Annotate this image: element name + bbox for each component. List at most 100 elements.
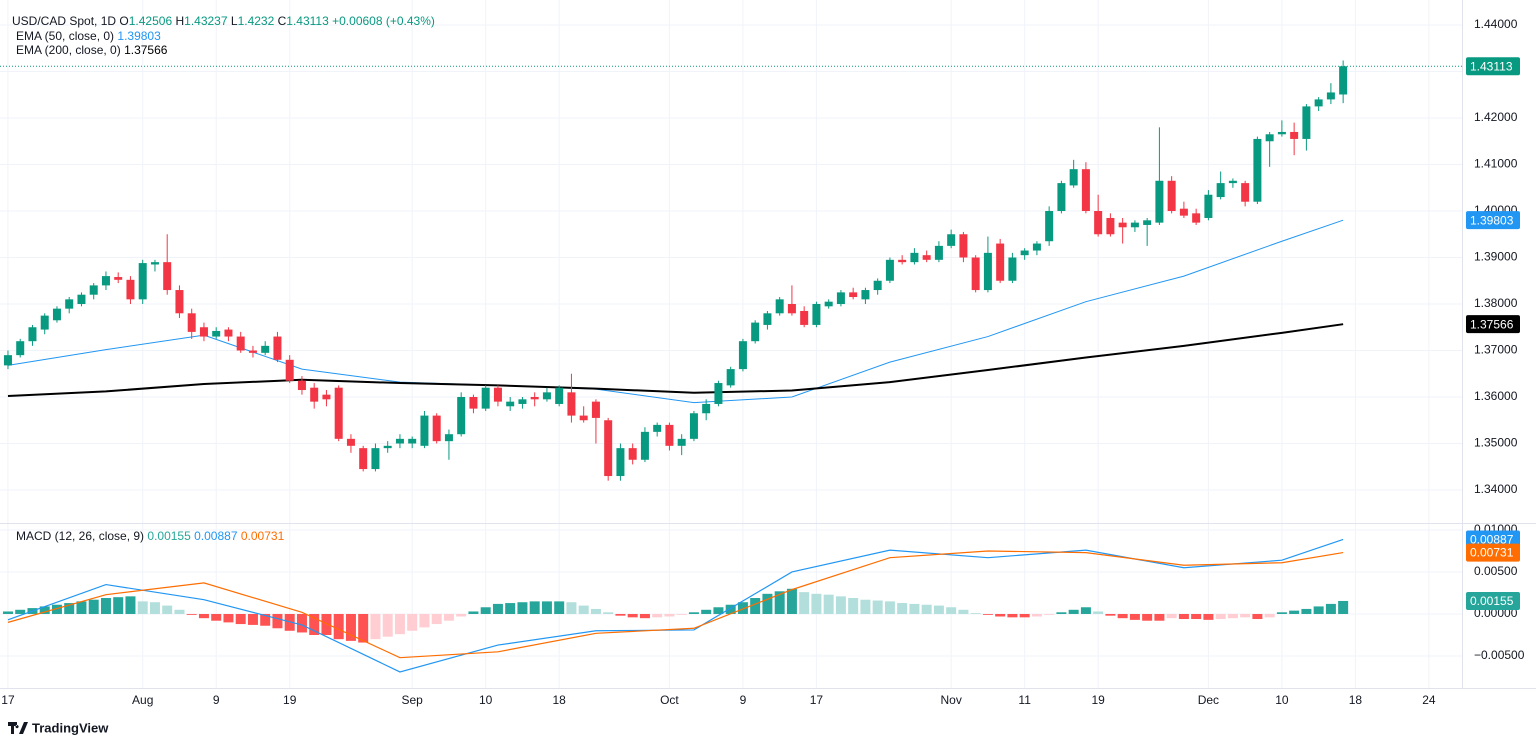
histogram-bar [652, 613, 663, 618]
candle-body [579, 415, 588, 421]
candle-body [873, 280, 882, 291]
candle-body [1130, 222, 1139, 228]
histogram-bar [1142, 613, 1153, 621]
candle-body [395, 438, 404, 444]
histogram-bar [1215, 613, 1226, 620]
candle-body [199, 327, 208, 337]
candle-body [1204, 194, 1213, 218]
price-badge [1466, 57, 1520, 76]
histogram-bar [468, 611, 479, 614]
histogram-bar [566, 602, 577, 614]
candle-body [40, 315, 49, 330]
histogram-bar [909, 603, 920, 614]
signal-value: 0.00731 [241, 529, 285, 543]
histogram-bar [688, 612, 699, 614]
candle-body [714, 383, 723, 404]
grid [0, 0, 1462, 688]
histogram-bar [247, 613, 258, 625]
histogram-bar [492, 603, 503, 614]
histogram-bar [1056, 612, 1067, 614]
histogram-bar [1203, 613, 1214, 620]
candle-body [983, 252, 992, 291]
histogram-bar [860, 599, 871, 614]
y-tick-label: 1.36000 [1474, 389, 1518, 403]
candle-body [1302, 106, 1311, 139]
h-label: H [175, 14, 184, 28]
histogram-bar [333, 613, 344, 640]
candle-body [1020, 250, 1029, 256]
histogram-bar [1068, 609, 1079, 614]
hist-value: 0.00155 [147, 529, 191, 543]
histogram-bar [799, 592, 810, 614]
candle-body [310, 387, 319, 402]
histogram-bar [933, 605, 944, 614]
histogram-bar [1129, 613, 1140, 620]
candle-body [591, 401, 600, 418]
macd-name: MACD (12, 26, close, 9) [16, 529, 144, 543]
histogram-bar [1191, 613, 1202, 620]
candle-body [346, 438, 355, 446]
histogram-bar [1007, 613, 1018, 618]
histogram-bar [1227, 613, 1238, 619]
histogram-bar [958, 609, 969, 614]
histogram-bar [358, 613, 369, 643]
candle-body [28, 327, 37, 342]
candle-body [261, 345, 270, 353]
candle-body [493, 387, 502, 402]
price-badge-label: 0.00887 [1470, 533, 1514, 547]
x-tick-label: 9 [740, 693, 747, 707]
histogram-bar [1178, 613, 1189, 620]
candle-body [359, 448, 368, 470]
candle-body [16, 341, 25, 356]
histogram-bar [284, 613, 295, 631]
candle-body [1118, 222, 1127, 228]
y-tick-label: 1.44000 [1474, 17, 1518, 31]
logo-mark [8, 722, 28, 734]
histogram-bar [76, 601, 87, 614]
candle-body [3, 355, 12, 366]
histogram-bar [51, 604, 62, 614]
candle-body [297, 380, 306, 391]
candle-body [224, 329, 233, 337]
logo: TradingView [8, 720, 109, 735]
candle-body [89, 285, 98, 295]
candle-body [175, 290, 184, 314]
histogram-bar [811, 593, 822, 614]
brand: TradingView [32, 720, 109, 735]
candle-body [1094, 211, 1103, 235]
candle-body [1326, 92, 1335, 100]
x-tick-label: 10 [1275, 693, 1289, 707]
histogram-bar [664, 613, 675, 617]
histogram-bar [1338, 600, 1349, 614]
legend-macd: MACD (12, 26, close, 9) 0.00155 0.00887 … [16, 529, 285, 543]
histogram-bar [603, 612, 614, 614]
candle-body [898, 259, 907, 263]
price-badge [1466, 543, 1520, 562]
x-tick-label: 9 [213, 693, 220, 707]
histogram-bar [125, 596, 136, 614]
price-badge-label: 1.43113 [1470, 59, 1513, 73]
candle-body [836, 292, 845, 304]
candle-body [1216, 183, 1225, 198]
histogram-bar [946, 607, 957, 614]
x-tick-label: Oct [660, 693, 679, 707]
histogram-bar [1080, 607, 1091, 614]
candle-body [542, 392, 551, 400]
histogram-bar [1240, 613, 1251, 618]
candle-body [787, 303, 796, 314]
candle-body [114, 277, 123, 280]
histogram-bar [39, 606, 50, 614]
ema-value: 1.37566 [124, 43, 168, 57]
histogram-bar [835, 596, 846, 614]
candle-body [481, 387, 490, 409]
plot [0, 60, 1462, 673]
histogram-bar [823, 594, 834, 614]
x-tick-label: 17 [810, 693, 824, 707]
histogram-bar [517, 602, 528, 614]
price-badge [1466, 591, 1520, 610]
c-label: C [278, 14, 287, 28]
candle-body [101, 276, 110, 286]
histogram-bar [1301, 608, 1312, 614]
y-tick-label: 1.38000 [1474, 296, 1518, 310]
